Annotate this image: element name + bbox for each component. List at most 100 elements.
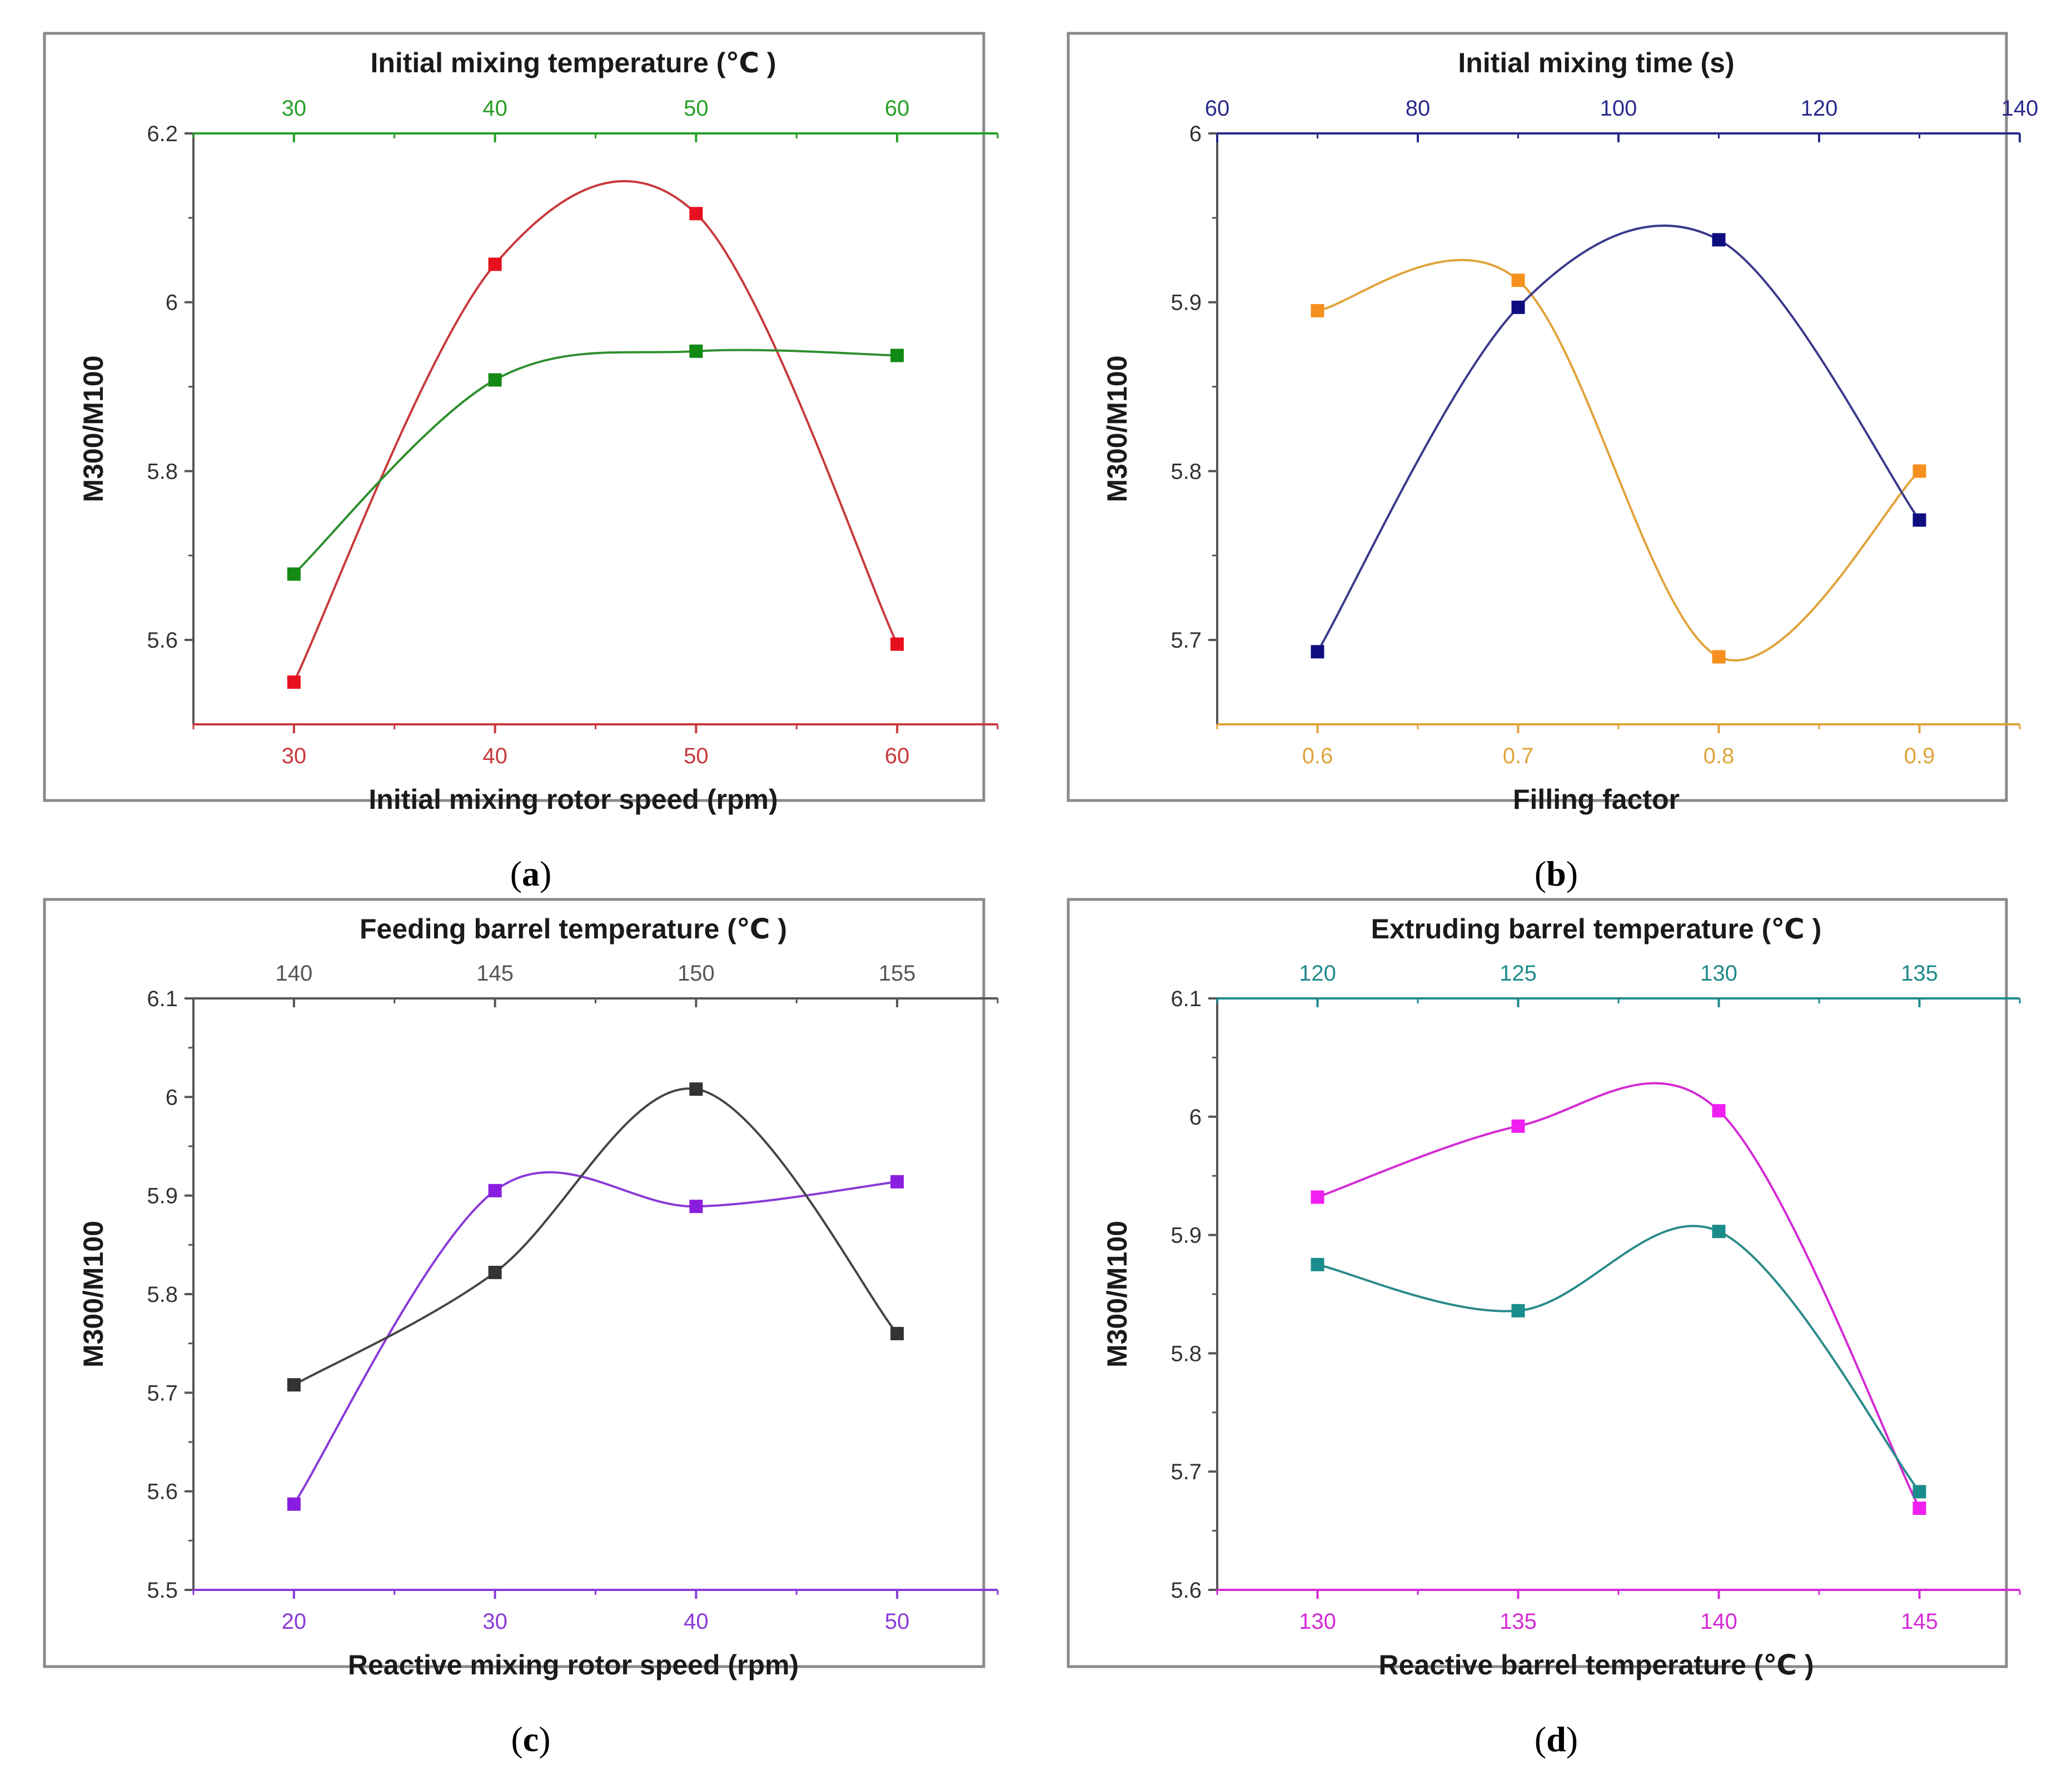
bottom-tick-label: 130 — [1299, 1609, 1336, 1634]
top-tick-label: 150 — [678, 961, 715, 986]
caption-letter: a — [522, 854, 540, 893]
series-line-0 — [1317, 1082, 1921, 1509]
top-tick-label: 30 — [282, 96, 307, 121]
y-tick-label: 6 — [166, 291, 178, 315]
bottom-tick-label: 60 — [885, 744, 910, 768]
data-point — [1311, 645, 1324, 659]
series-line-0 — [293, 1171, 898, 1505]
bottom-tick-label: 135 — [1500, 1609, 1537, 1634]
y-tick-label: 5.8 — [1171, 459, 1202, 484]
data-point — [488, 1265, 502, 1279]
top-axis-title: Initial mixing time (s) — [1458, 47, 1734, 78]
bottom-tick-label: 30 — [282, 744, 307, 768]
data-point — [890, 637, 904, 651]
y-tick-label: 5.7 — [1171, 628, 1202, 653]
top-tick-label: 40 — [482, 96, 507, 121]
bottom-tick-label: 40 — [482, 744, 507, 768]
panel-b: 5.7 5.8 5.9 6 M300/M100 0.6 0.7 0.8 0.9 Filling f… — [1067, 32, 2039, 815]
top-axis-title: Feeding barrel temperature (℃ ) — [360, 913, 787, 944]
top-tick-label: 60 — [1205, 96, 1230, 121]
caption-letter: c — [523, 1719, 539, 1759]
y-tick-label: 5.9 — [1171, 291, 1202, 315]
top-tick-label: 60 — [885, 96, 910, 121]
panel-caption: (b) — [1535, 854, 1578, 893]
caption-paren: ) — [540, 854, 551, 893]
y-tick-label: 6.2 — [147, 122, 178, 146]
bottom-axis-title: Filling factor — [1513, 784, 1680, 815]
y-tick-label: 5.7 — [147, 1381, 178, 1405]
panel-c: 5.5 5.6 5.7 5.8 5.9 6 6.1 M300/M100 20 30 40 50 Reac… — [43, 898, 999, 1680]
top-tick-label: 155 — [879, 961, 916, 986]
bottom-axis-title: Reactive barrel temperature (℃ ) — [1378, 1649, 1814, 1680]
caption-paren: ( — [511, 1719, 522, 1759]
top-tick-label: 145 — [476, 961, 514, 986]
caption-paren: ( — [510, 854, 522, 893]
data-point — [287, 567, 301, 581]
data-point — [1712, 1104, 1726, 1118]
y-axis-title: M300/M100 — [1102, 355, 1133, 502]
panel-d: 5.6 5.7 5.8 5.9 6 6.1 M300/M100 130 135 140 145 Rea… — [1067, 898, 2021, 1680]
y-tick-label: 5.6 — [147, 628, 178, 653]
data-point — [1712, 1225, 1726, 1239]
data-point — [287, 1497, 301, 1511]
data-point — [287, 1378, 301, 1392]
top-axis-title: Initial mixing temperature (℃ ) — [370, 47, 776, 78]
bottom-tick-label: 140 — [1700, 1609, 1737, 1634]
top-axis-title: Extruding barrel temperature (℃ ) — [1371, 913, 1822, 944]
top-tick-label: 135 — [1901, 961, 1938, 986]
top-tick-label: 140 — [2001, 96, 2039, 121]
bottom-tick-label: 145 — [1901, 1609, 1938, 1634]
data-point — [1311, 1257, 1324, 1271]
y-axis-title: M300/M100 — [1102, 1221, 1133, 1368]
data-point — [287, 675, 301, 689]
panel-frame — [43, 898, 985, 1668]
bottom-tick-label: 40 — [684, 1609, 709, 1634]
data-point — [488, 257, 502, 271]
data-point — [1511, 1119, 1525, 1133]
data-point — [1511, 300, 1525, 314]
y-tick-label: 5.9 — [147, 1184, 178, 1209]
caption-letter: b — [1546, 854, 1566, 893]
series-line-1 — [293, 349, 898, 575]
bottom-tick-label: 0.8 — [1704, 744, 1735, 768]
series-line-1 — [1317, 1225, 1921, 1493]
series-line-1 — [1316, 224, 1921, 653]
bottom-tick-label: 0.6 — [1302, 744, 1333, 768]
panel-caption: (c) — [511, 1719, 550, 1759]
data-point — [890, 1326, 904, 1340]
top-tick-label: 140 — [276, 961, 313, 986]
top-tick-label: 80 — [1406, 96, 1431, 121]
series-line-0 — [1317, 258, 1920, 662]
panel-frame — [1067, 898, 2008, 1668]
bottom-tick-label: 50 — [885, 1609, 910, 1634]
data-point — [1511, 274, 1525, 287]
y-tick-label: 6 — [1189, 122, 1202, 146]
y-tick-label: 6.1 — [1171, 987, 1202, 1011]
top-tick-label: 125 — [1500, 961, 1537, 986]
y-tick-label: 5.8 — [147, 1282, 178, 1307]
top-tick-label: 120 — [1801, 96, 1838, 121]
data-point — [1912, 513, 1926, 527]
y-tick-label: 5.5 — [147, 1578, 178, 1603]
caption-paren: ( — [1535, 854, 1546, 893]
series-line-0 — [293, 180, 898, 683]
y-tick-label: 6.1 — [147, 987, 178, 1011]
caption-paren: ( — [1535, 1719, 1546, 1759]
data-point — [1912, 464, 1926, 478]
top-tick-label: 50 — [684, 96, 709, 121]
top-tick-label: 120 — [1299, 961, 1336, 986]
caption-paren: ) — [1566, 1719, 1578, 1759]
panel-frame — [1067, 32, 2008, 802]
data-point — [1311, 1190, 1324, 1204]
panel-frame — [43, 32, 985, 802]
top-tick-label: 130 — [1700, 961, 1737, 986]
y-axis-title: M300/M100 — [78, 1221, 109, 1368]
panel-caption: (d) — [1535, 1719, 1578, 1759]
bottom-tick-label: 0.7 — [1503, 744, 1534, 768]
caption-paren: ) — [1566, 854, 1578, 893]
data-point — [488, 373, 502, 387]
data-point — [1511, 1304, 1525, 1317]
series-line-1 — [293, 1087, 898, 1386]
y-tick-label: 5.9 — [1171, 1224, 1202, 1248]
